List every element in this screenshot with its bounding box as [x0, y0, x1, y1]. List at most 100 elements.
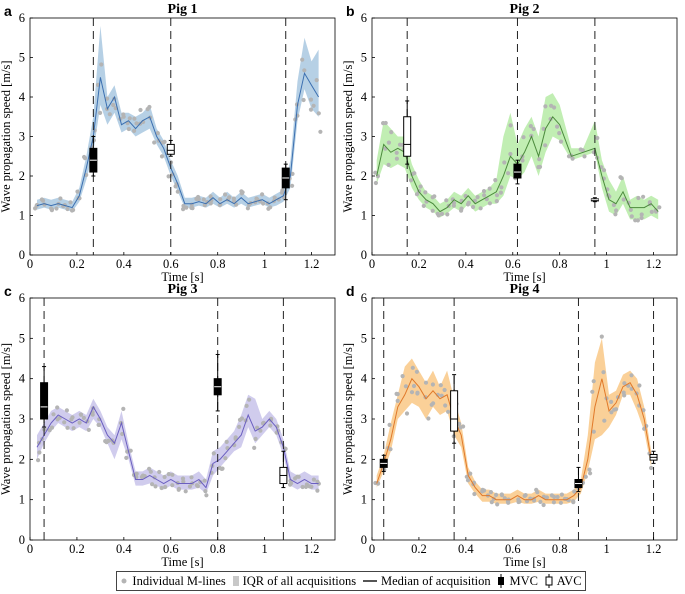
m-line-point: [162, 474, 167, 480]
m-line-point: [201, 197, 206, 202]
m-line-point: [571, 500, 576, 505]
chart-panel-c: 0 0.2 0.4 0.6 0.8 1 1.2 0 1 2 3 4 5 6 Pig 3 Time [s] Wav…: [0, 282, 336, 569]
y-tick-label: 0: [19, 533, 25, 547]
y-tick-label: 5: [361, 331, 367, 345]
m-line-point: [451, 200, 457, 206]
m-line-point: [155, 131, 160, 136]
m-line-point: [126, 126, 131, 132]
x-axis-label: Time [s]: [161, 555, 203, 569]
panel-title: Pig 4: [510, 282, 540, 297]
m-line-point: [189, 475, 194, 480]
chart-panel-d: 0 0.2 0.4 0.6 0.8 1 1.2 0 1 2 3 4 5 6 Pig 4 Time [s] Wav…: [341, 282, 678, 569]
m-line-point: [535, 490, 540, 495]
legend-avc-label: AVC: [556, 573, 582, 588]
m-line-point: [272, 195, 277, 200]
y-tick-label: 2: [361, 169, 367, 183]
legend-avc-icon: [545, 574, 553, 588]
y-axis-label: Wave propagation speed [m/s]: [0, 343, 13, 495]
m-line-point: [268, 423, 273, 428]
m-line-point: [549, 103, 554, 108]
y-tick-label: 6: [361, 291, 367, 305]
y-tick-label: 1: [361, 493, 367, 507]
m-line-point: [506, 171, 511, 176]
x-tick-label: 1.2: [646, 257, 662, 271]
m-line-point: [244, 403, 249, 408]
m-line-point: [641, 194, 646, 199]
m-line-point: [78, 412, 84, 417]
y-tick-label: 3: [361, 412, 367, 426]
m-line-point: [70, 415, 75, 420]
m-line-point: [386, 162, 391, 167]
x-axis-label: Time [s]: [503, 555, 545, 569]
m-line-point: [170, 472, 175, 477]
iqr-band: [37, 394, 319, 494]
m-line-point: [404, 411, 410, 416]
m-line-point: [77, 420, 82, 425]
m-line-point: [189, 205, 194, 210]
m-line-point: [132, 116, 137, 121]
m-line-point: [543, 143, 548, 148]
m-line-point: [55, 417, 60, 422]
m-line-point: [36, 458, 41, 463]
m-line-point: [293, 476, 298, 481]
m-line-point: [387, 422, 392, 427]
x-tick-label: 0.2: [69, 257, 85, 271]
m-line-point: [493, 178, 498, 183]
m-line-point: [430, 195, 435, 200]
m-line-point: [468, 471, 473, 476]
m-line-point: [582, 154, 587, 159]
m-line-point: [502, 160, 507, 165]
m-line-point: [498, 190, 503, 195]
m-line-point: [224, 439, 229, 444]
m-line-point: [86, 427, 91, 432]
m-line-point: [311, 103, 316, 108]
m-line-point: [71, 426, 76, 431]
m-line-point: [252, 445, 257, 450]
m-line-point: [194, 483, 199, 488]
m-line-point: [622, 393, 627, 398]
m-line-point: [62, 420, 67, 425]
m-line-point: [415, 391, 420, 396]
m-line-point: [602, 418, 607, 423]
y-tick-label: 4: [19, 372, 26, 386]
m-line-point: [260, 192, 265, 197]
m-line-point: [475, 195, 480, 200]
x-tick-label: 1.2: [646, 542, 662, 556]
m-line-point: [538, 499, 543, 504]
m-line-point: [555, 124, 560, 129]
m-line-point: [541, 502, 546, 508]
iqr-band: [376, 338, 652, 504]
m-line-point: [628, 207, 633, 212]
m-line-point: [414, 192, 420, 197]
m-line-point: [411, 383, 417, 389]
m-line-point: [49, 207, 55, 212]
m-line-point: [211, 451, 216, 456]
m-line-point: [223, 456, 228, 461]
m-line-point: [37, 450, 42, 455]
m-line-point: [653, 208, 658, 213]
m-line-point: [558, 139, 564, 144]
m-line-point: [386, 140, 391, 145]
m-line-point: [520, 158, 525, 163]
m-line-point: [227, 195, 232, 200]
m-line-point: [435, 211, 440, 216]
m-line-point: [180, 476, 186, 481]
m-line-point: [98, 110, 103, 115]
legend-median-icon: [362, 580, 377, 582]
m-line-point: [40, 198, 46, 203]
y-axis-label: Wave propagation speed [m/s]: [341, 343, 355, 495]
y-tick-label: 2: [19, 169, 25, 183]
m-line-point: [395, 392, 400, 397]
m-line-point: [543, 104, 548, 109]
m-line-point: [590, 389, 595, 394]
m-line-point: [613, 212, 618, 217]
m-line-point: [316, 481, 321, 486]
y-tick-label: 1: [19, 209, 25, 223]
m-line-point: [58, 196, 63, 201]
panel-label-c: c: [4, 283, 12, 299]
m-line-point: [495, 502, 500, 507]
m-line-point: [531, 126, 536, 132]
m-line-point: [150, 482, 155, 487]
m-line-point: [49, 425, 55, 430]
